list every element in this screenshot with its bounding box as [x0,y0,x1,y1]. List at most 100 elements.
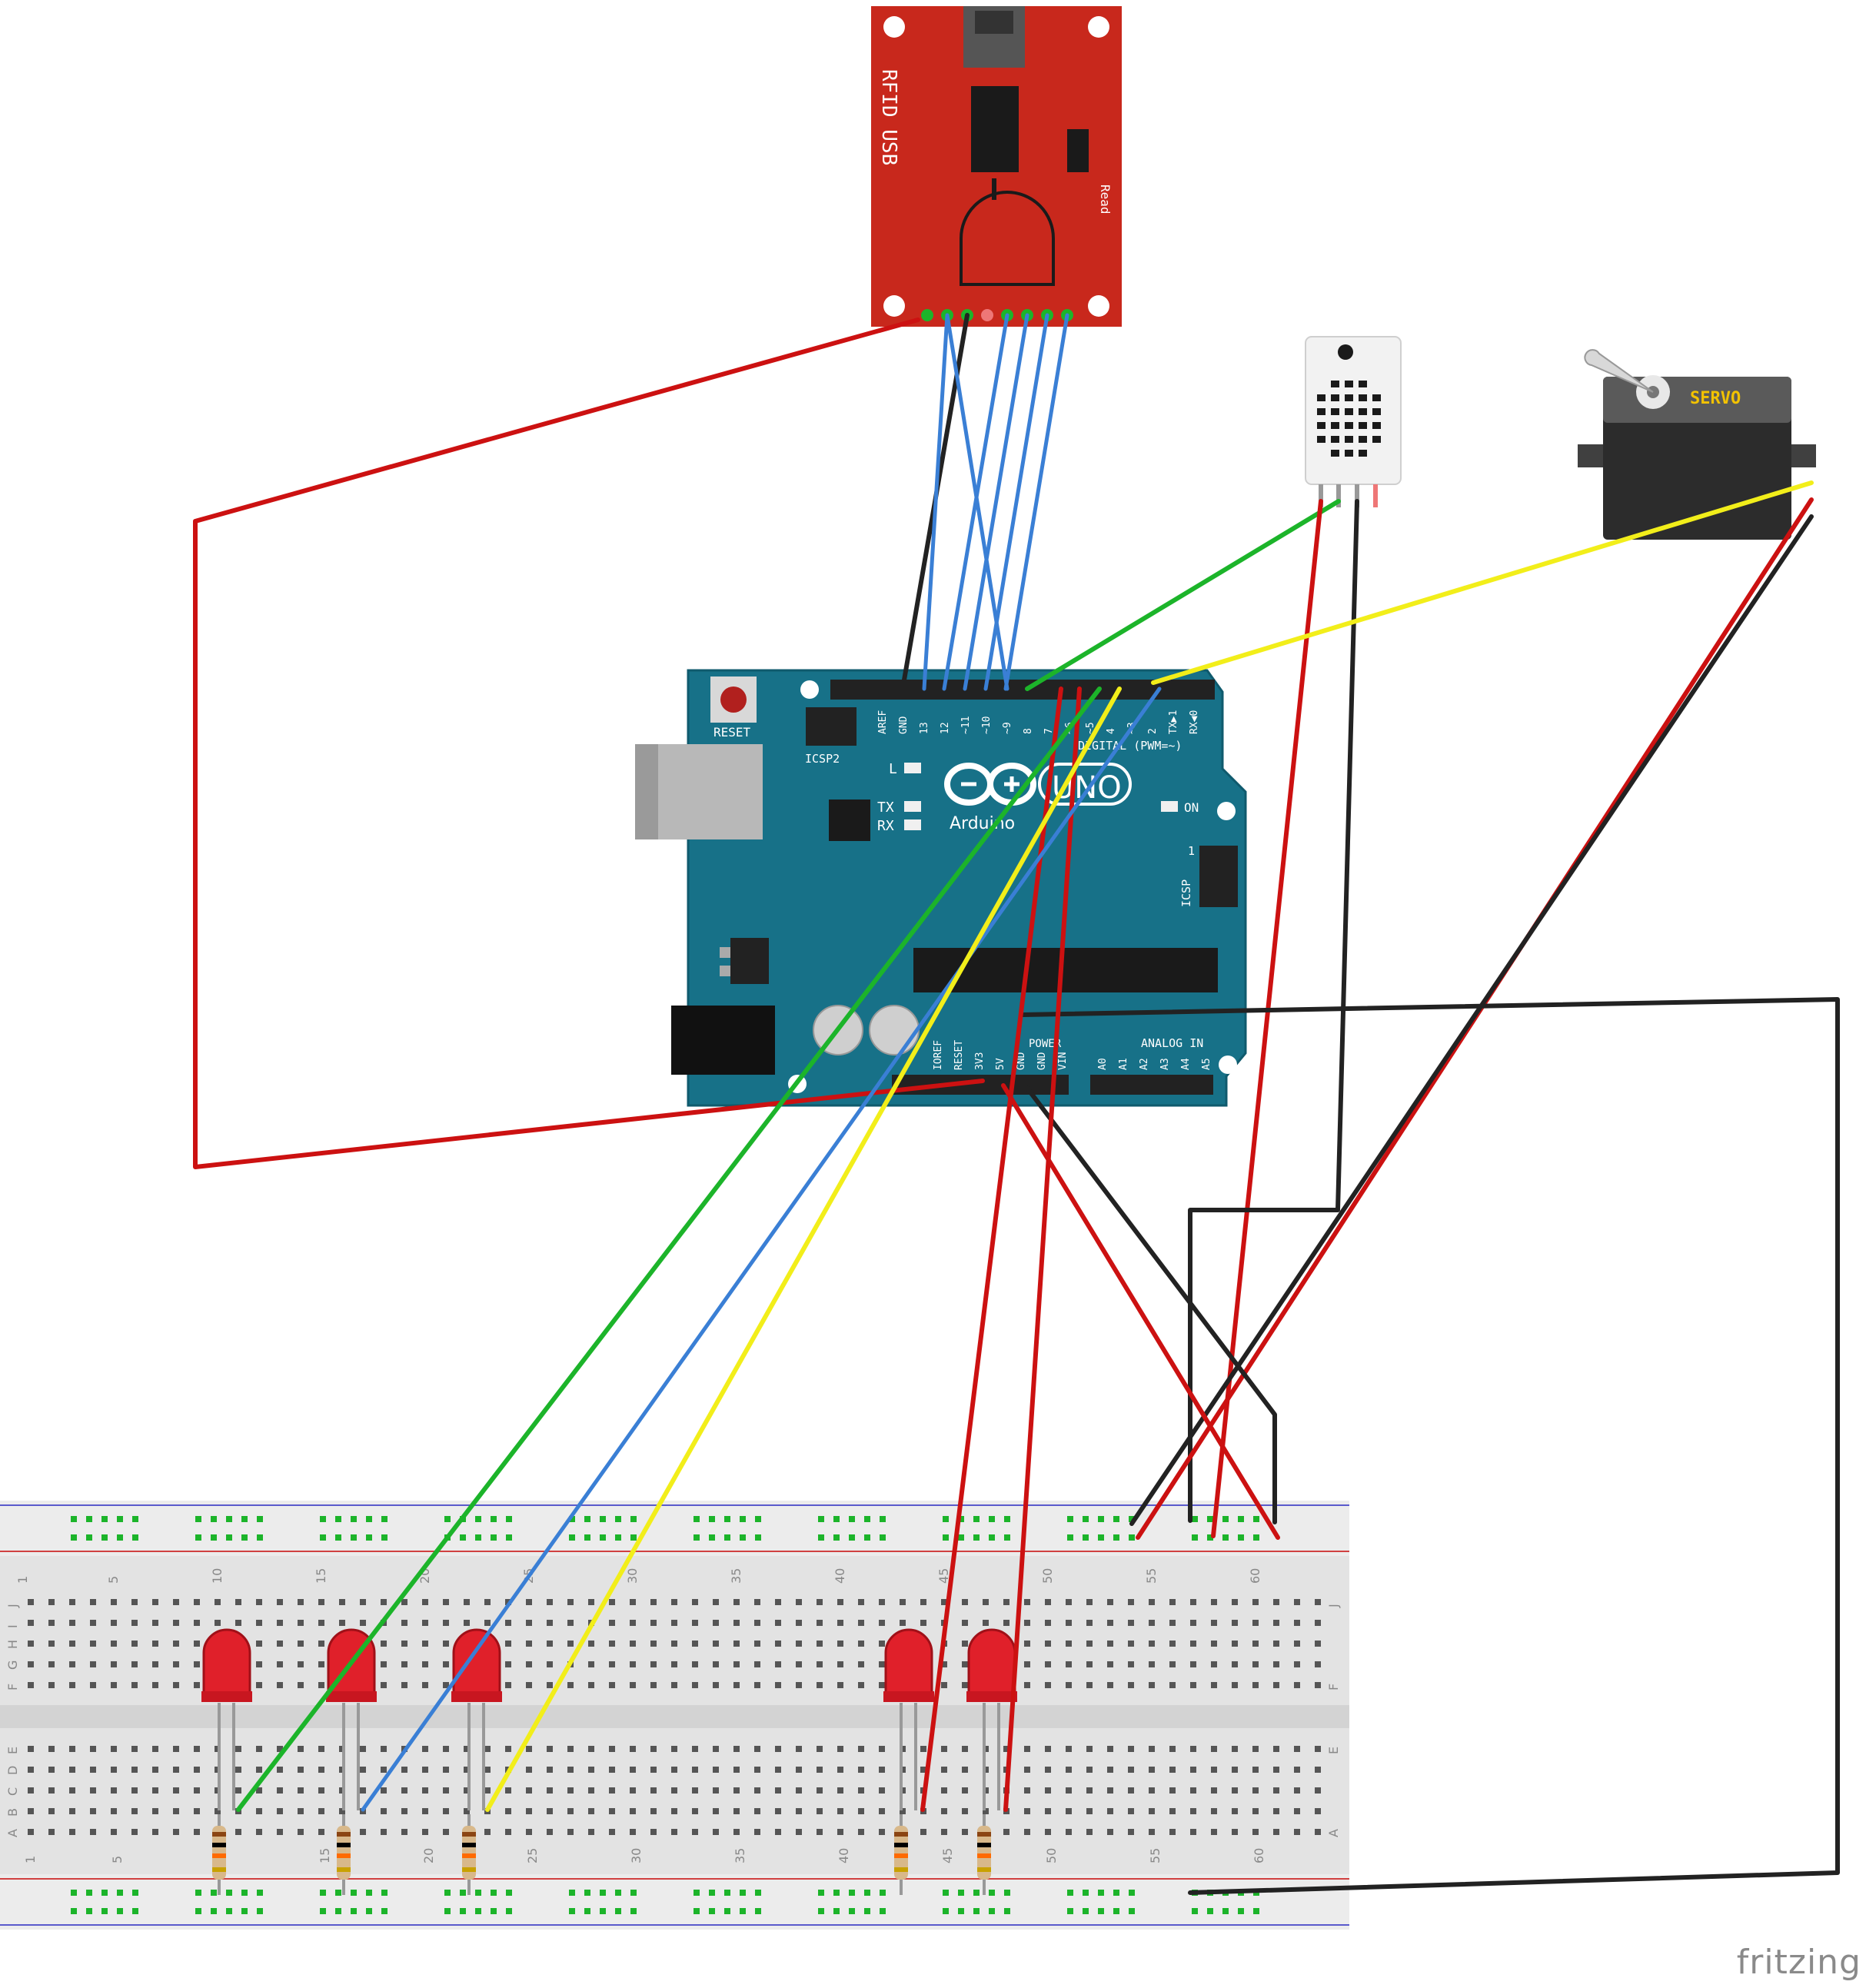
breadboard-hole[interactable] [941,1746,947,1752]
breadboard-hole[interactable] [900,1620,906,1626]
rail-hole[interactable] [849,1908,855,1914]
breadboard-hole[interactable] [775,1661,781,1667]
breadboard-hole[interactable] [796,1682,802,1688]
breadboard-hole[interactable] [256,1808,262,1814]
breadboard-hole[interactable] [1232,1641,1238,1647]
breadboard-hole[interactable] [464,1808,470,1814]
rail-hole[interactable] [1083,1890,1089,1896]
breadboard-hole[interactable] [1086,1746,1093,1752]
resistor-1[interactable] [212,1814,226,1895]
rail-hole[interactable] [1253,1516,1259,1522]
rail-hole[interactable] [444,1890,451,1896]
rail-hole[interactable] [709,1534,715,1541]
breadboard-hole[interactable] [422,1808,428,1814]
rail-hole[interactable] [709,1908,715,1914]
rail-hole[interactable] [211,1890,217,1896]
rail-hole[interactable] [569,1516,575,1522]
breadboard-hole[interactable] [1149,1641,1155,1647]
breadboard-hole[interactable] [547,1661,553,1667]
breadboard-hole[interactable] [1086,1620,1093,1626]
rail-hole[interactable] [444,1516,451,1522]
breadboard-hole[interactable] [1190,1808,1196,1814]
breadboard-hole[interactable] [1107,1599,1113,1605]
rail-hole[interactable] [973,1534,980,1541]
breadboard-hole[interactable] [235,1620,241,1626]
breadboard-hole[interactable] [111,1599,117,1605]
breadboard-hole[interactable] [1273,1599,1279,1605]
breadboard-hole[interactable] [837,1599,843,1605]
breadboard-hole[interactable] [941,1682,947,1688]
breadboard-hole[interactable] [1149,1599,1155,1605]
rail-hole[interactable] [989,1908,995,1914]
breadboard-hole[interactable] [194,1620,200,1626]
breadboard-hole[interactable] [1045,1829,1051,1835]
breadboard-hole[interactable] [650,1661,657,1667]
breadboard-hole[interactable] [1107,1682,1113,1688]
breadboard-hole[interactable] [567,1599,574,1605]
breadboard-hole[interactable] [775,1767,781,1773]
breadboard-hole[interactable] [837,1641,843,1647]
breadboard-hole[interactable] [775,1599,781,1605]
breadboard-hole[interactable] [609,1641,615,1647]
breadboard-hole[interactable] [131,1641,138,1647]
breadboard-hole[interactable] [1315,1682,1321,1688]
wire-red-rfid-5v[interactable] [193,317,985,1169]
rail-hole[interactable] [694,1908,700,1914]
breadboard-hole[interactable] [650,1808,657,1814]
breadboard-hole[interactable] [1128,1620,1134,1626]
breadboard-hole[interactable] [505,1620,511,1626]
breadboard-hole[interactable] [1024,1682,1030,1688]
breadboard-hole[interactable] [48,1746,55,1752]
rail-hole[interactable] [117,1516,123,1522]
breadboard-hole[interactable] [775,1620,781,1626]
breadboard-hole[interactable] [339,1599,345,1605]
breadboard-hole[interactable] [733,1808,740,1814]
breadboard-hole[interactable] [630,1767,636,1773]
breadboard-hole[interactable] [713,1829,719,1835]
rail-hole[interactable] [1113,1516,1119,1522]
breadboard-hole[interactable] [277,1829,283,1835]
led-4[interactable] [883,1628,934,1810]
breadboard-hole[interactable] [796,1599,802,1605]
breadboard-hole[interactable] [817,1661,823,1667]
rail-hole[interactable] [257,1516,263,1522]
breadboard-hole[interactable] [1190,1661,1196,1667]
breadboard-hole[interactable] [567,1787,574,1794]
rail-hole[interactable] [257,1534,263,1541]
breadboard-hole[interactable] [1045,1767,1051,1773]
breadboard-hole[interactable] [298,1641,304,1647]
breadboard-hole[interactable] [588,1808,594,1814]
rail-hole[interactable] [615,1890,621,1896]
breadboard-hole[interactable] [1169,1620,1176,1626]
breadboard-hole[interactable] [1066,1767,1072,1773]
wire-yellow-servo-signal[interactable] [1151,480,1814,685]
breadboard-hole[interactable] [547,1620,553,1626]
rail-hole[interactable] [989,1534,995,1541]
breadboard-hole[interactable] [381,1682,387,1688]
breadboard-hole[interactable] [650,1641,657,1647]
rail-hole[interactable] [755,1534,761,1541]
breadboard-hole[interactable] [422,1746,428,1752]
breadboard-hole[interactable] [962,1808,968,1814]
breadboard-hole[interactable] [692,1661,698,1667]
breadboard-hole[interactable] [817,1641,823,1647]
breadboard-hole[interactable] [1211,1787,1217,1794]
breadboard-hole[interactable] [733,1641,740,1647]
breadboard-hole[interactable] [111,1641,117,1647]
resistor-4[interactable] [894,1814,908,1895]
rail-hole[interactable] [1067,1890,1073,1896]
breadboard-hole[interactable] [650,1787,657,1794]
rail-hole[interactable] [1083,1534,1089,1541]
breadboard-hole[interactable] [194,1787,200,1794]
breadboard-hole[interactable] [796,1746,802,1752]
breadboard-hole[interactable] [879,1599,885,1605]
breadboard-hole[interactable] [650,1829,657,1835]
breadboard-hole[interactable] [381,1599,387,1605]
breadboard-hole[interactable] [1190,1599,1196,1605]
breadboard-hole[interactable] [962,1661,968,1667]
breadboard-hole[interactable] [48,1641,55,1647]
breadboard-hole[interactable] [858,1620,864,1626]
breadboard-hole[interactable] [526,1787,532,1794]
breadboard-hole[interactable] [630,1829,636,1835]
breadboard-hole[interactable] [173,1641,179,1647]
